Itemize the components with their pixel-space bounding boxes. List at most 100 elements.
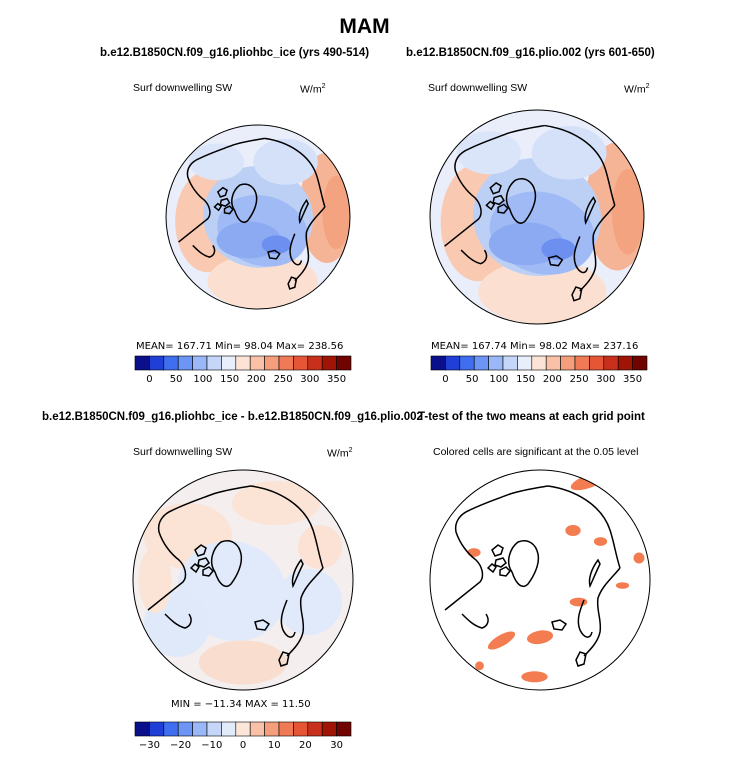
coastline-6 — [172, 485, 252, 511]
coastline-2 — [492, 194, 505, 206]
coastline-6 — [469, 485, 549, 511]
coastline-13 — [164, 613, 192, 629]
panel-2-title: b.e12.B1850CN.f09_g16.plio.002 (yrs 601-… — [406, 47, 655, 59]
colorbar-box-4 — [192, 355, 208, 371]
coastline-13 — [192, 244, 216, 258]
coastline-11 — [267, 249, 281, 260]
coastline-0 — [210, 540, 243, 588]
field-region-7 — [138, 547, 172, 613]
field-region-2 — [611, 168, 644, 255]
colorbar-box-10 — [278, 721, 294, 737]
panel-4-map — [429, 469, 651, 691]
field-region-8 — [189, 143, 245, 181]
field-region-1 — [565, 525, 581, 536]
colorbar-tick-label: 30 — [330, 740, 343, 751]
colorbar-tick-label: 150 — [220, 374, 239, 385]
panel-4-title: T-test of the two means at each grid poi… — [418, 411, 645, 423]
coastline-12 — [575, 651, 587, 667]
coastline-2 — [197, 557, 210, 568]
colorbar-box-7 — [531, 355, 547, 371]
panel-3-stats: MIN = −11.34 MAX = 11.50 — [171, 699, 311, 710]
field-region-8 — [475, 661, 484, 671]
colorbar-box-13 — [617, 355, 633, 371]
coastline-6 — [199, 137, 265, 160]
colorbar-box-4 — [488, 355, 504, 371]
coastline-13 — [461, 613, 489, 629]
colorbar-box-5 — [206, 721, 222, 737]
field-region-3 — [207, 253, 318, 309]
panel-1-colorbar: 0 50 100 150 200 250 300 350 — [134, 355, 352, 385]
colorbar-box-6 — [517, 355, 533, 371]
colorbar-box-4 — [192, 721, 208, 737]
coastline-12 — [571, 286, 583, 302]
colorbar-tick-label: 100 — [193, 374, 212, 385]
colorbar-tick-label: 0 — [240, 740, 246, 751]
coastline-12 — [278, 651, 290, 667]
field-region-10 — [569, 597, 588, 607]
coastline-4 — [189, 563, 200, 574]
panel-2-variable: Surf downwelling SW — [428, 82, 528, 94]
coastline-0 — [505, 178, 537, 224]
field-region-2 — [322, 175, 350, 250]
coastline-5 — [444, 148, 482, 247]
coastlines — [444, 124, 616, 302]
field-region-9 — [531, 126, 607, 180]
coastline-9 — [280, 599, 296, 638]
colorbar-box-12 — [307, 721, 323, 737]
panel-1-map — [165, 124, 351, 310]
coastline-9 — [573, 236, 589, 274]
colorbar-box-2 — [163, 355, 179, 371]
coastline-1 — [216, 186, 228, 198]
colorbar-tick-label: 150 — [516, 374, 535, 385]
coastline-7 — [547, 485, 621, 569]
coastline-8 — [294, 206, 326, 282]
panel-2-colorbar: 0 50 100 150 200 250 300 350 — [430, 355, 648, 385]
colorbar-box-11 — [589, 355, 605, 371]
field-region-8 — [456, 131, 521, 175]
panel-3-variable: Surf downwelling SW — [133, 446, 233, 458]
field-region-7 — [521, 671, 548, 683]
map-boundary — [429, 469, 651, 691]
figure-title: MAM — [339, 15, 390, 38]
colorbar-tick-label: 0 — [146, 374, 152, 385]
map-field — [430, 110, 644, 324]
field-region-3 — [478, 259, 607, 324]
coastline-7 — [264, 137, 326, 208]
panel-1-units: W/m2 — [300, 83, 326, 96]
coastline-4 — [486, 563, 497, 574]
panel-3-map — [132, 469, 354, 691]
coastline-2 — [494, 557, 507, 568]
coastline-12 — [287, 276, 298, 290]
coastline-5 — [444, 509, 484, 611]
field-region-2 — [593, 537, 608, 546]
coastline-1 — [194, 544, 207, 557]
colorbar-box-6 — [221, 355, 237, 371]
coastline-1 — [489, 182, 502, 195]
colorbar-box-2 — [163, 721, 179, 737]
colorbar-tick-label: 20 — [299, 740, 312, 751]
coastline-8 — [286, 567, 324, 657]
field-region-1 — [232, 481, 320, 525]
field-region-5 — [526, 630, 554, 645]
map-boundary — [132, 469, 354, 691]
coastline-6 — [468, 124, 545, 150]
field-region-3 — [633, 552, 645, 564]
coastlines — [178, 137, 326, 290]
colorbar-tick-label: 0 — [442, 374, 448, 385]
colorbar-tick-label: 10 — [268, 740, 281, 751]
colorbar-box-2 — [459, 355, 475, 371]
panel-1-title: b.e12.B1850CN.f09_g16.pliohbc_ice (yrs 4… — [100, 47, 370, 59]
coastline-8 — [579, 204, 616, 292]
panel-2-map — [429, 109, 645, 325]
panel-4-note: Colored cells are significant at the 0.0… — [433, 446, 639, 458]
coastlines — [147, 485, 324, 667]
coastline-2 — [219, 197, 231, 207]
colorbar-tick-label: 300 — [596, 374, 615, 385]
map-field — [133, 470, 353, 690]
colorbar-tick-label: 200 — [543, 374, 562, 385]
colorbar-box-0 — [134, 355, 150, 371]
colorbar-tick-label: 300 — [300, 374, 319, 385]
colorbar-box-12 — [603, 355, 619, 371]
coastline-4 — [485, 200, 496, 211]
colorbar-box-14 — [336, 721, 352, 737]
